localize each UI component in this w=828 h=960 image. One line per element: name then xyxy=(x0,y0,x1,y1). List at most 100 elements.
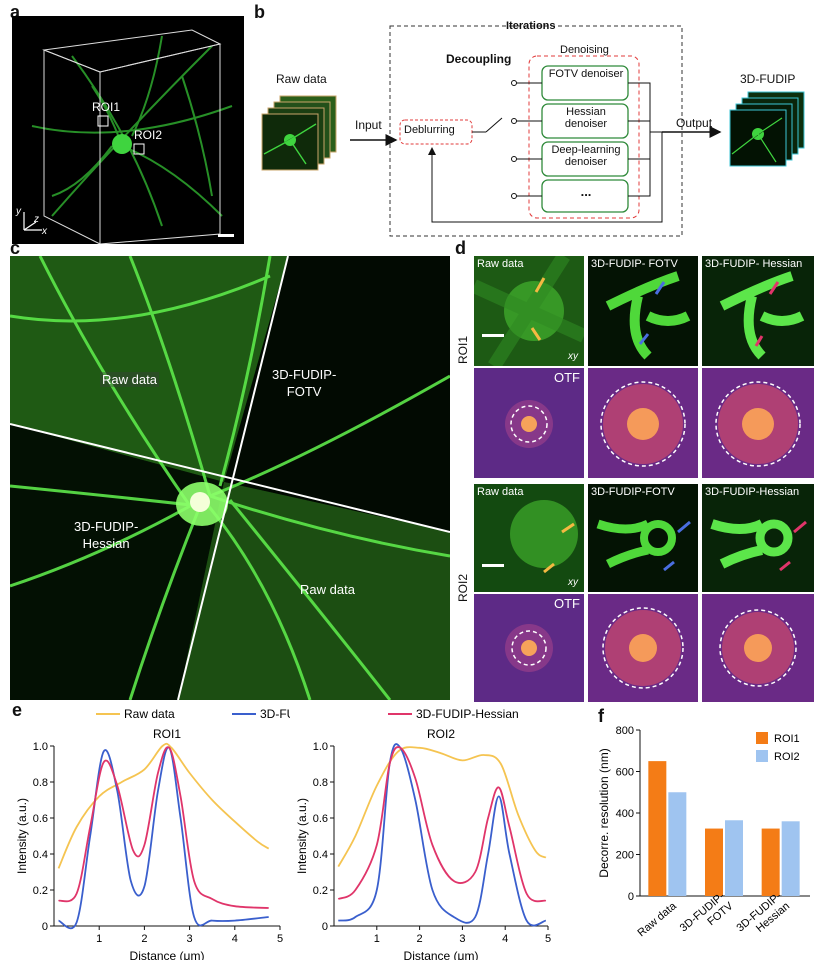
x-tick-label: 2 xyxy=(417,933,423,945)
y-tick-label: 0 xyxy=(628,891,634,903)
bar-roi1-0 xyxy=(648,761,667,896)
legend-label: ROI1 xyxy=(774,733,800,745)
x-tick-label: 4 xyxy=(232,933,238,945)
roi1-raw-otf: OTF xyxy=(474,368,584,478)
x-tick-label: 3 xyxy=(459,933,465,945)
bar-roi1-2 xyxy=(761,828,780,896)
denoiser-fotv: FOTV denoiser xyxy=(548,68,624,80)
roi1-fotv-image: 3D-FUDIP- FOTV xyxy=(588,256,698,366)
y-axis-label: Intensity (a.u.) xyxy=(295,798,309,874)
y-tick-label: 0.2 xyxy=(33,885,48,897)
legend-label: Raw data xyxy=(124,707,175,721)
x-tick-label: 1 xyxy=(96,933,102,945)
panel-label-f: f xyxy=(598,706,604,726)
hessian-label: 3D-FUDIP- Hessian xyxy=(74,519,139,551)
series-line-raw-data xyxy=(337,746,547,868)
x-tick-label-group: Raw data xyxy=(636,900,680,940)
y-tick-label: 200 xyxy=(616,850,634,862)
roi1-otf-label: OTF xyxy=(554,370,580,385)
roi2-raw-otf: OTF xyxy=(474,594,584,702)
roi2-otf-label: OTF xyxy=(554,596,580,611)
y-tick-label: 0.6 xyxy=(313,813,328,825)
legend-label: 3D-FUDIP-Hessian xyxy=(416,707,519,721)
denoising-label: Denoising xyxy=(560,44,609,56)
roi1-raw-title: Raw data xyxy=(477,258,524,270)
axis-x-label: x xyxy=(42,226,47,237)
raw-data-bottom-label: Raw data xyxy=(300,582,355,597)
roi2-fotv-title: 3D-FUDIP-FOTV xyxy=(591,486,675,498)
series-line-3d-fudip-hessian xyxy=(337,746,547,903)
roi2-hessian-otf xyxy=(702,594,814,702)
panel-label-b: b xyxy=(254,2,265,22)
legend-label: ROI2 xyxy=(774,751,800,763)
y-tick-label: 400 xyxy=(616,808,634,820)
result-stack xyxy=(729,91,805,167)
y-tick-label: 1.0 xyxy=(33,741,48,753)
y-tick-label: 1.0 xyxy=(313,741,328,753)
chart-title: ROI2 xyxy=(427,727,455,741)
x-axis-label: Distance (μm) xyxy=(130,949,205,960)
x-tick-label: 5 xyxy=(277,933,283,945)
y-tick-label: 0.2 xyxy=(313,885,328,897)
bar-chart-resolution: 0 200 400 600 800 Decorre. resolution (nm) Raw… xyxy=(597,725,810,940)
roi2-hessian-image: 3D-FUDIP-Hessian xyxy=(702,484,814,592)
roi1-fotv-title: 3D-FUDIP- FOTV xyxy=(591,258,678,270)
roi2-fotv-image: 3D-FUDIP-FOTV xyxy=(588,484,698,592)
y-axis-label: Intensity (a.u.) xyxy=(15,798,29,874)
denoiser-deep-learning: Deep-learning denoiser xyxy=(551,144,621,168)
panel-label-d: d xyxy=(455,238,466,258)
result-caption: 3D-FUDIP xyxy=(740,72,796,86)
series-line-3d-fudip-hessian xyxy=(58,746,269,909)
volume-render-image: ROI1 ROI2 y z x xyxy=(12,16,244,244)
bar-roi2-1 xyxy=(725,820,743,896)
line-chart-roi1: 1 2 3 4 5 0 0.2 0.4 0.6 0.8 1.0 Distance (μm) Intens… xyxy=(15,707,290,960)
denoiser-hessian: Hessian denoiser xyxy=(564,106,608,130)
denoiser-more: ... xyxy=(580,184,592,199)
y-tick-label: 0.4 xyxy=(33,849,48,861)
roi1-fotv-otf xyxy=(588,368,698,478)
x-tick-label: Raw data xyxy=(636,900,680,940)
y-tick-label: 0.6 xyxy=(33,813,48,825)
x-tick-label: 5 xyxy=(545,933,551,945)
y-tick-label: 800 xyxy=(616,725,634,737)
y-tick-label: 0 xyxy=(42,921,48,933)
legend-swatch xyxy=(756,732,768,744)
axis-y-label: y xyxy=(16,206,21,217)
decoupling-label: Decoupling xyxy=(446,52,512,66)
roi1-xy-label: xy xyxy=(568,351,578,362)
roi2-raw-title: Raw data xyxy=(477,486,524,498)
input-label: Input xyxy=(355,118,382,132)
x-tick-label: 1 xyxy=(374,933,380,945)
y-axis-label: Decorre. resolution (nm) xyxy=(597,748,611,877)
fotv-label: 3D-FUDIP- FOTV xyxy=(272,367,337,399)
series-line-raw-data xyxy=(57,742,270,869)
comparison-image: Raw data 3D-FUDIP- FOTV 3D-FUDIP- Hessia… xyxy=(10,256,450,700)
roi2-xy-label: xy xyxy=(568,577,578,588)
roi1-hessian-title: 3D-FUDIP- Hessian xyxy=(705,258,803,270)
bar-roi2-2 xyxy=(781,821,800,896)
y-tick-label: 0.8 xyxy=(313,777,328,789)
panel-label-e: e xyxy=(12,700,23,720)
x-tick-label: 3 xyxy=(187,933,193,945)
raw-data-top-label: Raw data xyxy=(100,372,159,387)
y-tick-label: 0.8 xyxy=(33,777,48,789)
y-tick-label: 0.4 xyxy=(313,849,328,861)
x-tick-label: 2 xyxy=(141,933,147,945)
roi1-row-label: ROI1 xyxy=(456,335,470,364)
roi1-hessian-otf xyxy=(702,368,814,478)
roi2-label: ROI2 xyxy=(134,128,163,142)
legend-label: 3D-FUDIP-FOTV xyxy=(260,707,290,721)
roi2-fotv-otf xyxy=(588,594,698,702)
output-label: Output xyxy=(676,116,713,130)
roi1-hessian-image: 3D-FUDIP- Hessian xyxy=(702,256,814,366)
roi1-raw-image: Raw data xy xyxy=(474,256,584,366)
x-tick-label-group: 3D-FUDIP-Hessian xyxy=(734,890,792,935)
roi2-row-label: ROI2 xyxy=(456,573,470,602)
roi1-label: ROI1 xyxy=(92,100,121,114)
series-line-3d-fudip-fotv xyxy=(58,746,269,930)
y-tick-label: 600 xyxy=(616,767,634,779)
panel-label-c: c xyxy=(10,238,21,258)
legend-swatch xyxy=(756,750,768,762)
axis-z-label: z xyxy=(34,214,39,225)
bar-roi2-0 xyxy=(668,792,687,896)
